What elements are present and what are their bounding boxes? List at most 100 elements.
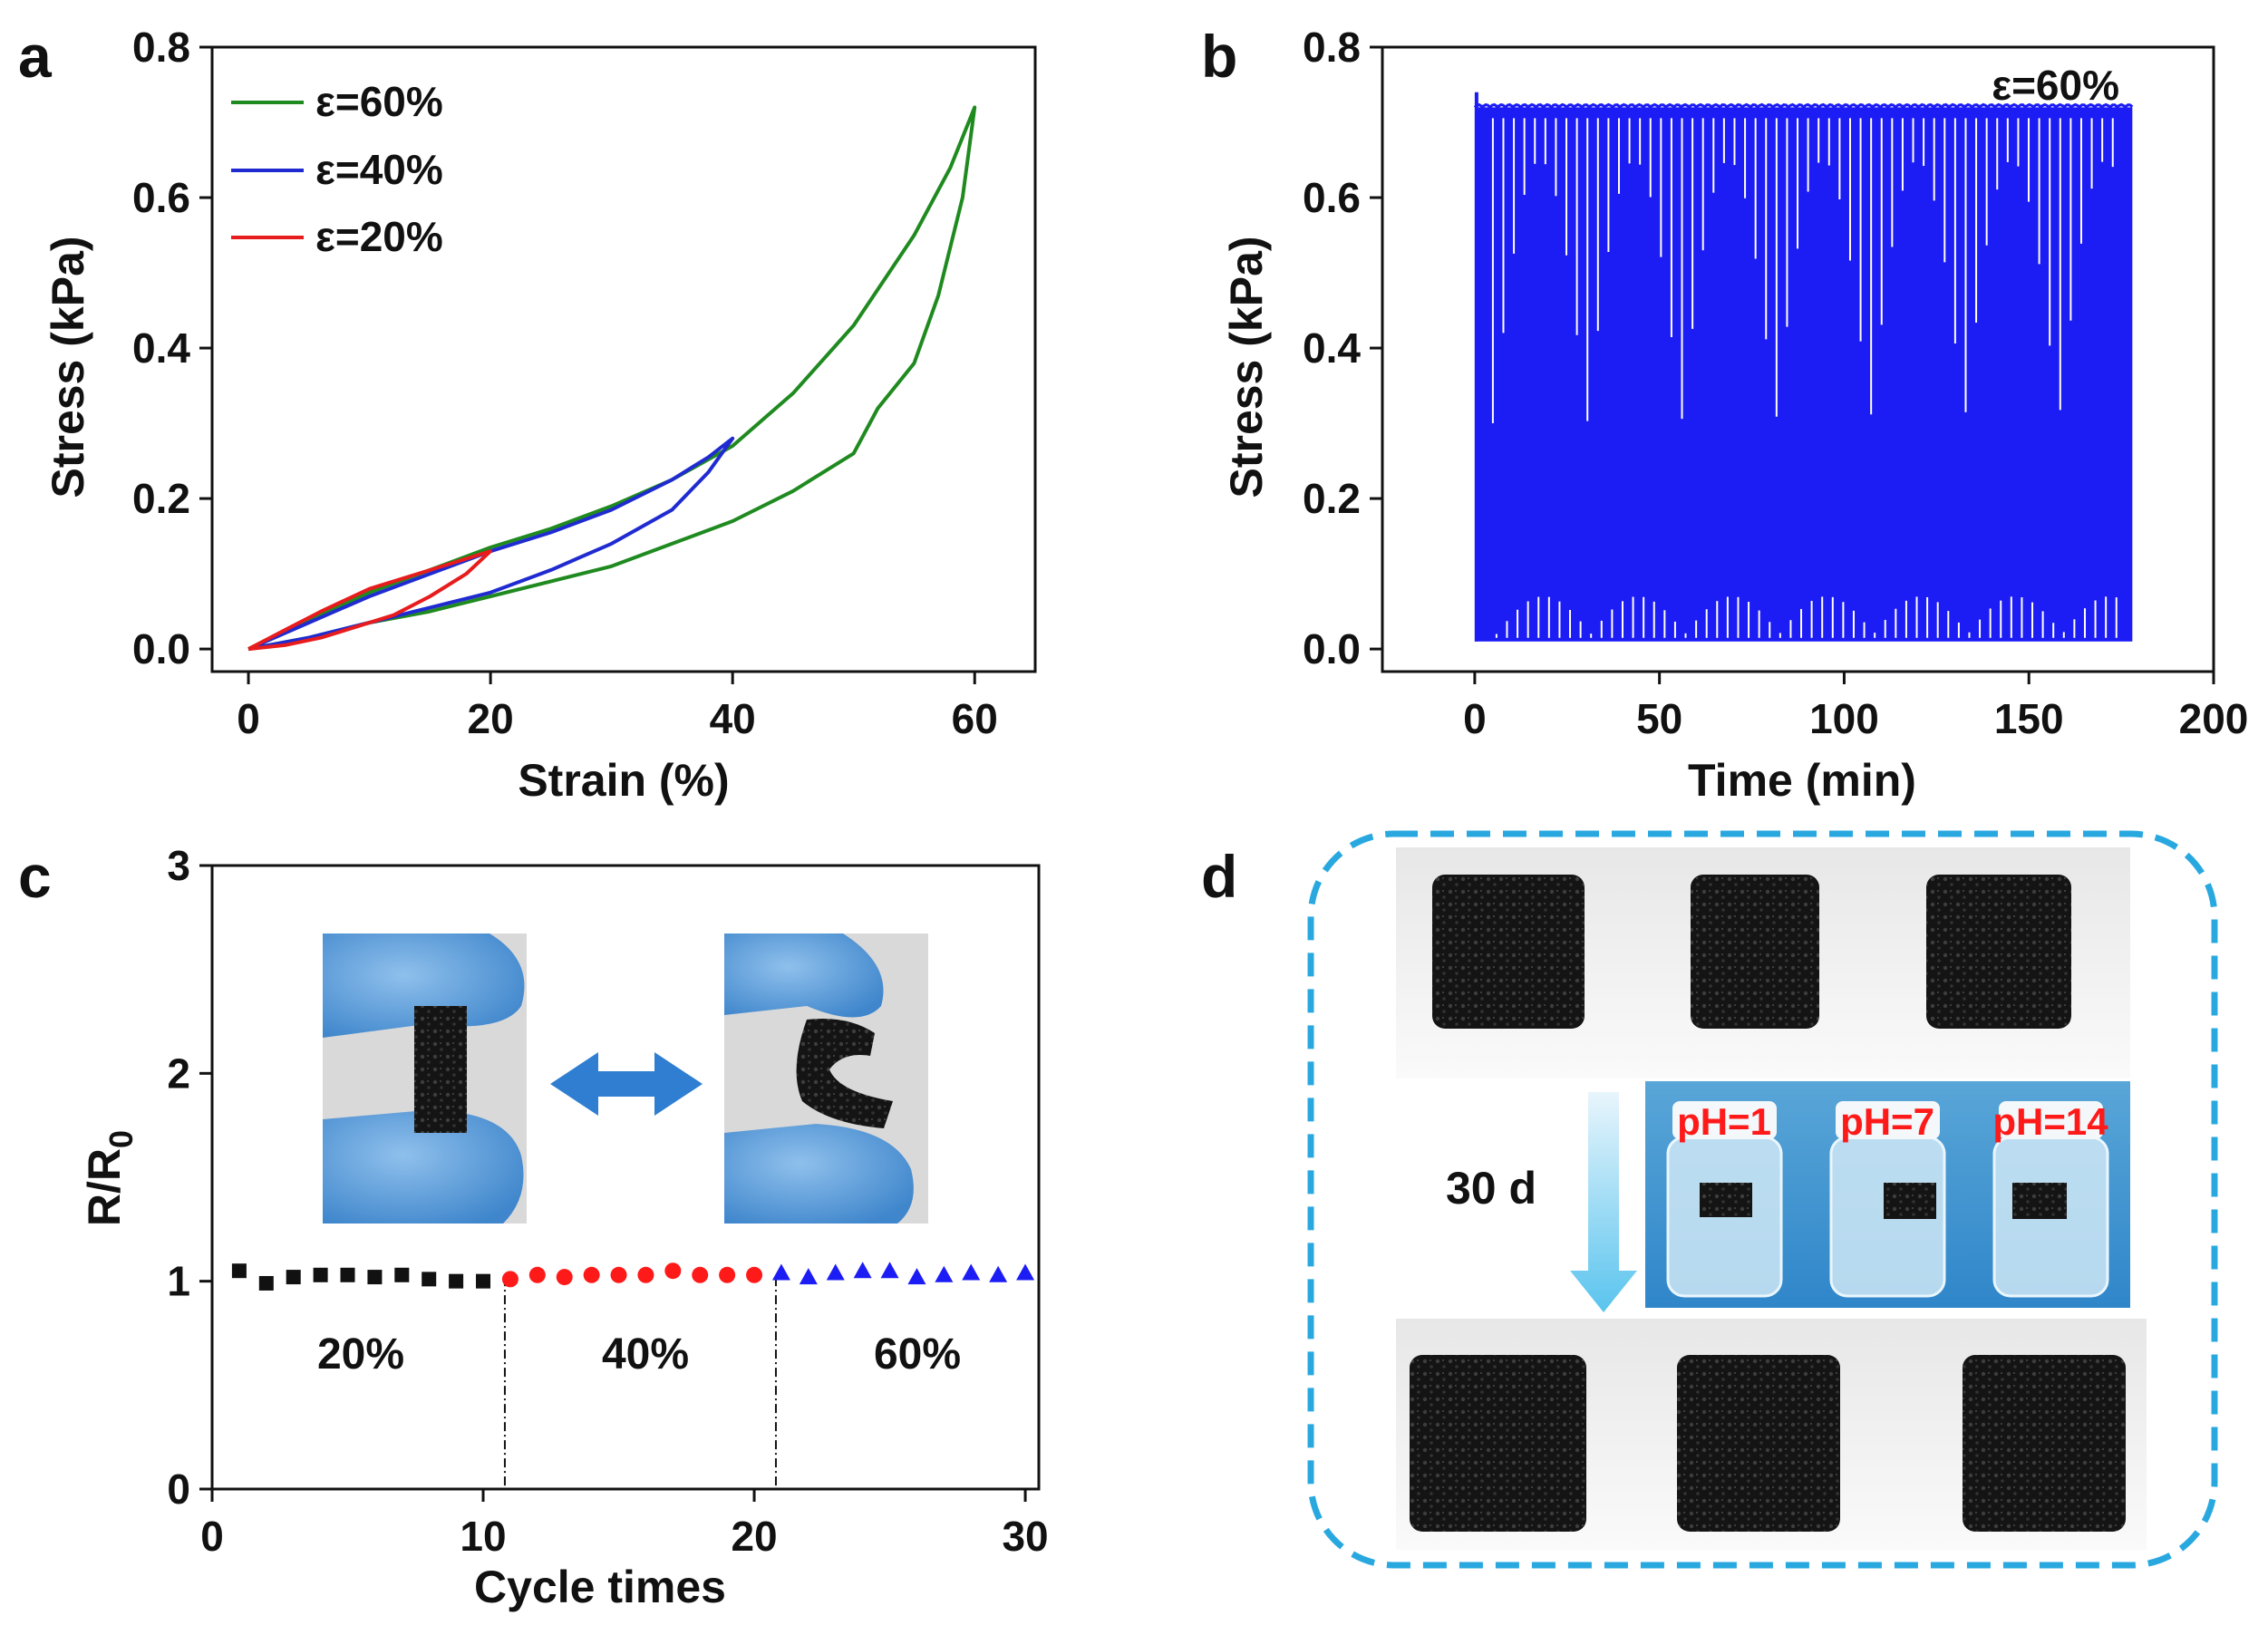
- marker-40-15: [610, 1266, 627, 1283]
- panel-a-ylabel: Stress (kPa): [43, 236, 93, 498]
- marker-60-27: [935, 1265, 954, 1282]
- panel-a-ytick-label: 0.6: [132, 174, 190, 221]
- panel-c-ylabel-main: R/R: [79, 1148, 130, 1226]
- vial-foam-2: [1884, 1183, 1936, 1219]
- marker-20-7: [394, 1267, 410, 1282]
- region-label-60: 60%: [874, 1330, 961, 1378]
- panel-a-ytick-label: 0.4: [132, 324, 190, 372]
- marker-20-5: [340, 1267, 355, 1282]
- marker-40-18: [692, 1266, 709, 1283]
- foam-strip-straight: [414, 1006, 467, 1133]
- ph-label-7: pH=7: [1840, 1100, 1934, 1143]
- panel-a-xtick-label: 20: [468, 695, 514, 742]
- cyclic-stress-peaks: [1473, 102, 2134, 110]
- panel-c-xtick-label: 20: [731, 1513, 777, 1560]
- panel-a-xtick-label: 0: [237, 695, 260, 742]
- panel-a-ytick-label: 0.2: [132, 475, 190, 522]
- hysteresis-loop-60: [247, 105, 977, 652]
- panel-c-ytick-label: 2: [167, 1049, 190, 1097]
- glove-bottom-icon: [323, 1110, 524, 1224]
- glove-top-bent-icon: [724, 933, 884, 1018]
- ph-label-14: pH=14: [1992, 1100, 2108, 1143]
- panel-c-xtick-label: 10: [460, 1513, 506, 1560]
- glove-bottom-bent-icon: [724, 1124, 914, 1224]
- panel-b-ylabel: Stress (kPa): [1221, 236, 1272, 498]
- marker-20-3: [286, 1270, 301, 1285]
- panel-c-ylabel-sub: 0: [102, 1130, 140, 1148]
- panel-b-ytick-label: 0.6: [1303, 174, 1361, 221]
- vial-cap-3: [1999, 1101, 2103, 1139]
- panel-c-ytick-label: 0: [167, 1465, 190, 1513]
- marker-20-4: [313, 1267, 328, 1282]
- panel-c-markers: [231, 1262, 1035, 1291]
- panel-a-xtick-label: 60: [952, 695, 998, 742]
- ph-label-1: pH=1: [1677, 1100, 1771, 1143]
- hysteresis-loop-40: [247, 436, 735, 652]
- marker-40-14: [583, 1266, 600, 1283]
- marker-60-29: [989, 1265, 1008, 1282]
- vial-cap-1: [1672, 1101, 1777, 1139]
- legend-label-40: ε=40%: [315, 146, 443, 193]
- photo-vials: pH=1 pH=7 pH=14: [1645, 1081, 2130, 1308]
- glove-top-icon: [323, 933, 525, 1038]
- panel-c-plot-frame: [210, 864, 1041, 1491]
- panel-c-ytick-label: 1: [167, 1258, 190, 1305]
- marker-40-20: [746, 1266, 763, 1283]
- foam-cube-after-3: [1963, 1355, 2126, 1532]
- panel-a-plot-frame: [210, 45, 1037, 673]
- foam-cube-before-2: [1691, 875, 1819, 1029]
- panel-b-letter: b: [1201, 23, 1237, 90]
- panel-c-xtick-label: 0: [200, 1513, 224, 1560]
- panel-b-xlabel: Time (min): [1688, 755, 1916, 806]
- marker-40-16: [637, 1266, 654, 1283]
- panel-b: b 0 50 100 150 200 0.0 0.2 0.4 0.6 0.8 ε=60% Time…: [1201, 23, 2248, 806]
- panel-b-ytick-label: 0.4: [1303, 324, 1361, 372]
- marker-40-11: [501, 1271, 519, 1288]
- panel-b-xtick-label: 200: [2179, 695, 2249, 742]
- double-arrow-icon: [550, 1052, 703, 1116]
- panel-c-xtick-label: 30: [1002, 1513, 1048, 1560]
- panel-b-xtick-label: 0: [1463, 695, 1487, 742]
- panel-a-ticks: 0 20 40 60 0.0 0.2 0.4 0.6 0.8: [132, 24, 998, 742]
- panel-c-letter: c: [18, 843, 52, 910]
- vial-foam-3: [2012, 1183, 2067, 1219]
- foam-cube-after-1: [1410, 1355, 1586, 1532]
- panel-b-annotation: ε=60%: [1992, 62, 2119, 109]
- vial-foam-1: [1700, 1183, 1752, 1217]
- marker-60-30: [1016, 1263, 1035, 1281]
- foam-cube-before-1: [1432, 875, 1585, 1029]
- panel-c-xlabel: Cycle times: [474, 1562, 726, 1612]
- panel-b-ytick-label: 0.0: [1303, 625, 1361, 672]
- marker-20-10: [476, 1273, 491, 1289]
- marker-20-6: [367, 1270, 383, 1285]
- inset-photo-bent: [724, 933, 928, 1224]
- panel-b-ytick-label: 0.2: [1303, 475, 1361, 522]
- panel-a-xtick-label: 40: [710, 695, 756, 742]
- marker-60-21: [771, 1263, 790, 1281]
- down-arrow-icon: [1570, 1092, 1637, 1312]
- marker-60-24: [853, 1262, 872, 1279]
- region-label-20: 20%: [317, 1330, 404, 1378]
- panel-c-ticks: 0 10 20 30 0 1 2 3: [167, 842, 1048, 1560]
- panel-a-xlabel: Strain (%): [518, 755, 729, 806]
- marker-40-12: [528, 1266, 546, 1283]
- marker-60-23: [826, 1263, 845, 1281]
- panel-c-ytick-label: 3: [167, 842, 190, 889]
- panel-a-legend: ε=60% ε=40% ε=20%: [231, 78, 443, 260]
- vial-cap-2: [1836, 1101, 1940, 1139]
- marker-60-28: [962, 1263, 981, 1281]
- photo-before: [1396, 847, 2130, 1078]
- hysteresis-loop-20: [247, 549, 493, 652]
- panel-b-signal: [1473, 92, 2134, 642]
- duration-label: 30 d: [1446, 1163, 1536, 1214]
- marker-40-13: [556, 1269, 573, 1286]
- marker-20-9: [449, 1273, 464, 1289]
- panel-a: a 0 20 40 60 0.0 0.2 0.4 0.6 0.8 ε=60% ε=40% ε=2…: [18, 23, 1037, 806]
- foam-cube-before-3: [1926, 875, 2071, 1029]
- panel-a-ytick-label: 0.0: [132, 625, 190, 672]
- marker-60-22: [799, 1268, 818, 1285]
- marker-20-1: [231, 1263, 247, 1279]
- panel-d-frame: [1307, 830, 2218, 1569]
- panel-c-ylabel: R/R0: [79, 1130, 140, 1226]
